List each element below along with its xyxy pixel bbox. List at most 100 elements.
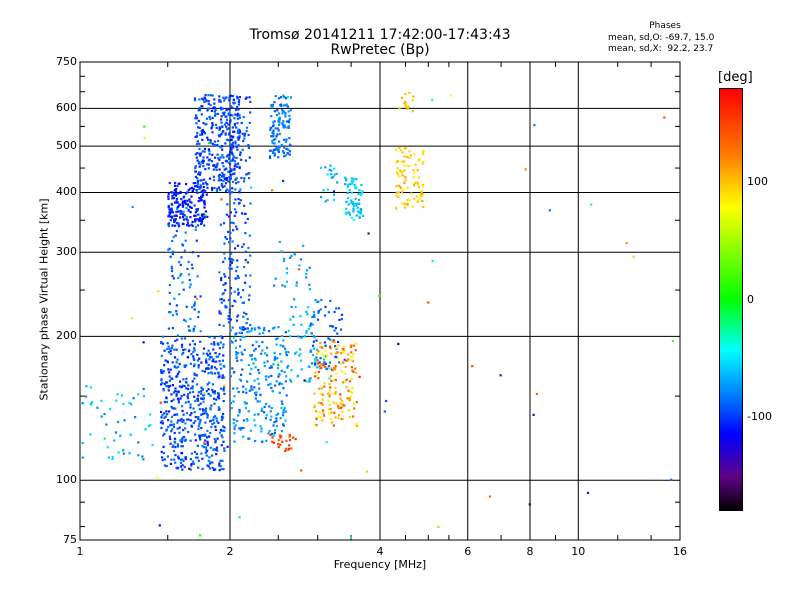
data-point — [89, 433, 92, 436]
data-point — [228, 133, 231, 136]
data-point — [220, 121, 223, 124]
data-point — [206, 442, 209, 445]
data-point — [179, 397, 182, 400]
data-point — [284, 449, 287, 452]
data-point — [197, 404, 200, 407]
data-point — [181, 244, 185, 247]
x-tick-label: 4 — [376, 545, 384, 558]
data-point — [272, 149, 275, 152]
data-point — [222, 389, 225, 392]
data-point — [416, 200, 419, 203]
data-point — [217, 421, 220, 424]
data-point — [239, 326, 242, 329]
data-point — [273, 355, 277, 359]
data-point — [340, 318, 343, 321]
data-point — [358, 189, 361, 192]
data-point — [236, 259, 239, 262]
data-point — [230, 113, 233, 116]
data-point — [205, 360, 208, 363]
y-tick-label: 75 — [63, 533, 77, 546]
data-point — [167, 345, 170, 348]
data-point — [212, 391, 215, 394]
data-point — [167, 197, 170, 201]
data-point — [414, 163, 417, 166]
data-point — [223, 376, 226, 379]
data-point — [401, 151, 404, 154]
data-point — [214, 468, 217, 471]
data-point — [229, 192, 232, 195]
data-point — [196, 297, 199, 300]
data-point — [202, 409, 205, 412]
data-point — [299, 258, 303, 261]
data-point — [354, 185, 357, 188]
data-point — [194, 226, 197, 229]
data-point — [278, 391, 281, 394]
data-point — [205, 412, 209, 415]
data-point — [200, 221, 203, 225]
data-point — [209, 117, 212, 121]
data-point — [319, 346, 322, 349]
data-point — [238, 96, 241, 99]
data-point — [171, 252, 174, 255]
data-point — [203, 100, 206, 104]
data-point — [277, 97, 281, 100]
data-point — [174, 218, 177, 221]
data-point — [249, 111, 252, 114]
data-point — [251, 344, 254, 347]
data-point — [315, 339, 318, 342]
data-point — [277, 443, 280, 446]
data-point — [199, 186, 202, 189]
data-point — [250, 329, 253, 332]
data-point — [316, 374, 319, 377]
data-point — [233, 427, 236, 431]
data-point — [200, 452, 203, 455]
data-point — [161, 342, 165, 345]
data-point — [349, 536, 353, 539]
data-point — [412, 95, 415, 98]
data-point — [162, 452, 165, 455]
data-point — [227, 317, 230, 320]
data-point — [194, 399, 197, 403]
data-point — [279, 436, 282, 439]
data-point — [408, 91, 411, 94]
data-point — [272, 434, 275, 437]
data-point — [194, 373, 197, 376]
data-point — [403, 181, 406, 184]
data-point — [254, 392, 257, 395]
data-point — [174, 234, 177, 237]
data-point — [197, 399, 200, 402]
data-point — [189, 317, 192, 321]
data-point — [166, 347, 169, 351]
data-point — [271, 440, 274, 443]
data-point — [289, 109, 292, 112]
data-point — [406, 202, 409, 205]
data-point — [203, 370, 207, 373]
data-point — [396, 171, 399, 174]
data-point — [272, 138, 276, 141]
data-point — [171, 415, 174, 418]
data-point — [327, 365, 330, 368]
data-point — [272, 135, 275, 138]
data-point — [206, 383, 209, 386]
data-point — [222, 176, 225, 179]
data-point — [263, 328, 266, 332]
data-point — [233, 425, 236, 429]
data-point — [323, 382, 326, 385]
data-point — [213, 143, 216, 146]
data-point — [229, 340, 232, 343]
data-point — [197, 425, 200, 428]
data-point — [352, 344, 356, 347]
data-point — [181, 200, 184, 203]
data-point — [157, 290, 160, 293]
data-point — [180, 452, 184, 455]
data-point — [240, 176, 243, 180]
data-point — [168, 347, 171, 350]
data-point — [234, 142, 237, 145]
data-point — [524, 168, 527, 171]
data-point — [202, 213, 205, 216]
data-point — [212, 418, 215, 421]
data-point — [190, 195, 193, 198]
data-point — [300, 368, 303, 371]
data-point — [204, 434, 207, 437]
data-point — [288, 447, 291, 450]
